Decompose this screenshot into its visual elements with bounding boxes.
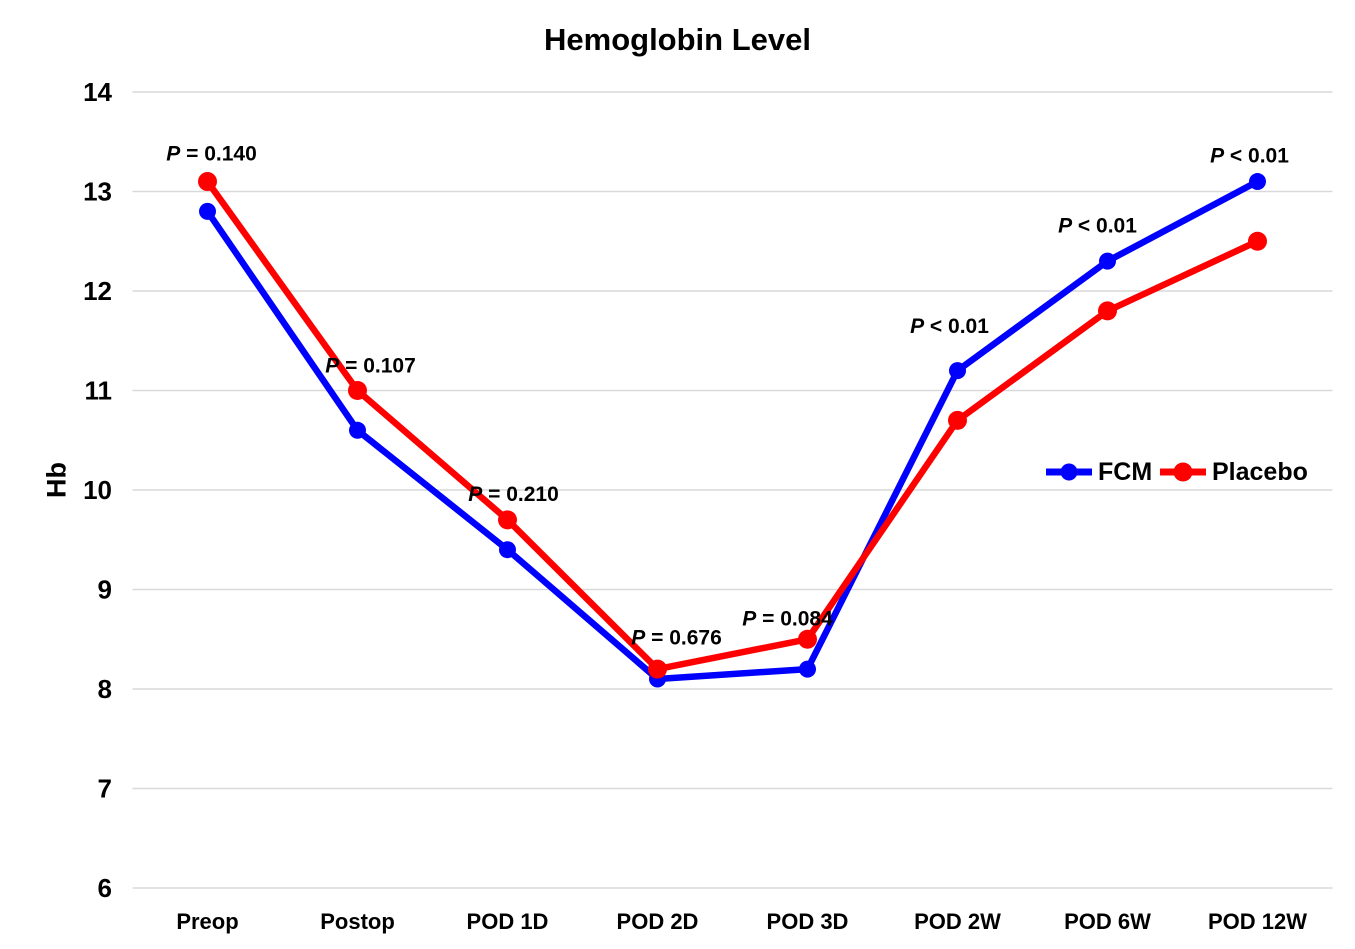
legend-label: FCM: [1098, 458, 1152, 486]
data-point-fcm: [799, 660, 816, 678]
data-point-placebo: [648, 659, 667, 679]
data-point-placebo: [198, 172, 217, 192]
data-point-fcm: [199, 202, 216, 220]
p-value-annotation: P = 0.140: [166, 142, 257, 165]
data-point-fcm: [349, 421, 366, 439]
legend-label: Placebo: [1212, 458, 1308, 486]
legend-item-placebo: Placebo: [1160, 458, 1308, 486]
p-value-annotation: P = 0.676: [631, 626, 722, 649]
x-axis-label: POD 2W: [914, 909, 1001, 934]
y-tick-label: 7: [98, 774, 112, 804]
x-axis-label: POD 6W: [1064, 909, 1151, 934]
x-axis-label: POD 1D: [467, 909, 549, 934]
data-point-placebo: [948, 410, 967, 430]
data-point-placebo: [1248, 231, 1267, 251]
x-axis-label: Preop: [176, 909, 238, 934]
p-value-annotation: P = 0.084: [742, 607, 833, 630]
y-tick-label: 6: [98, 873, 112, 903]
x-axis-label: POD 12W: [1208, 909, 1307, 934]
p-value-annotation: P < 0.01: [1058, 214, 1137, 237]
x-axis-label: Postop: [320, 909, 395, 934]
legend-marker: [1060, 463, 1078, 481]
y-tick-label: 12: [83, 276, 112, 306]
legend-item-fcm: FCM: [1046, 458, 1152, 486]
series-line-fcm: [204, 178, 1261, 683]
series-line-placebo: [204, 178, 1261, 673]
data-point-fcm: [1099, 252, 1116, 270]
p-value-annotation: P = 0.210: [468, 482, 559, 505]
legend-marker: [1173, 462, 1193, 482]
data-point-placebo: [498, 510, 517, 530]
data-point-fcm: [1249, 173, 1266, 191]
x-axis-label: POD 3D: [767, 909, 849, 934]
p-value-annotation: P < 0.01: [910, 314, 989, 337]
y-tick-label: 14: [83, 77, 112, 107]
y-tick-label: 13: [83, 177, 112, 207]
p-value-annotation: P < 0.01: [1210, 144, 1289, 167]
y-tick-label: 10: [83, 475, 112, 505]
data-point-fcm: [949, 362, 966, 380]
data-point-placebo: [798, 629, 817, 649]
y-axis-title: Hb: [41, 462, 72, 498]
y-tick-label: 8: [98, 674, 112, 704]
data-point-placebo: [348, 381, 367, 400]
data-point-fcm: [499, 541, 516, 559]
y-tick-label: 9: [98, 575, 112, 605]
y-tick-label: 11: [85, 376, 113, 406]
x-axis-label: POD 2D: [617, 909, 699, 934]
data-point-placebo: [1098, 301, 1117, 321]
chart-title: Hemoglobin Level: [544, 22, 811, 57]
p-value-annotation: P = 0.107: [325, 354, 416, 377]
